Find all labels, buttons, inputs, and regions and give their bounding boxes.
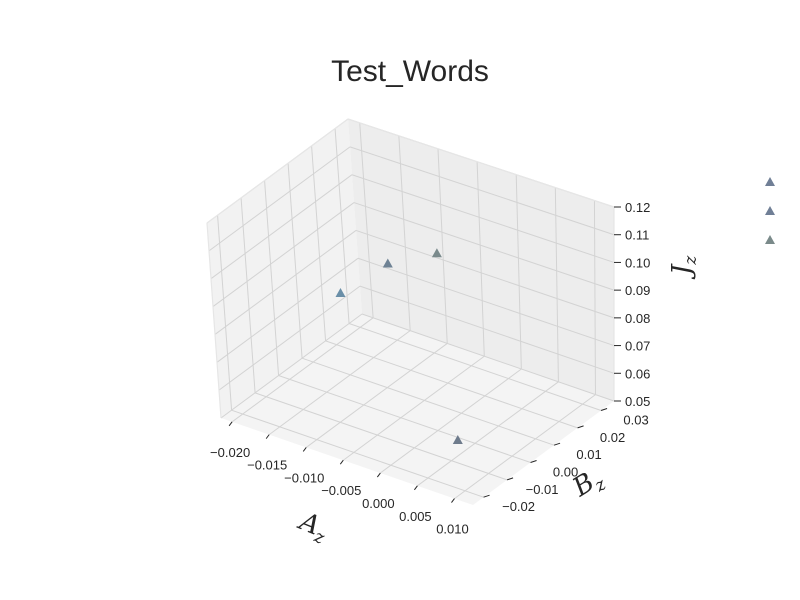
x-tick-mark xyxy=(228,421,233,427)
y-tick-label: −0.01 xyxy=(526,482,559,497)
grid-line xyxy=(359,122,374,318)
y-tick-label: 0.01 xyxy=(576,447,601,462)
x-tick-mark xyxy=(339,459,344,465)
x-tick-mark xyxy=(265,434,270,439)
z-tick-label: 0.05 xyxy=(625,394,650,409)
grid-line xyxy=(361,313,615,402)
y-tick-label: −0.02 xyxy=(502,499,535,514)
legend-marker xyxy=(765,235,775,244)
x-tick-mark xyxy=(414,485,418,491)
y-tick-mark xyxy=(506,477,514,481)
y-tick-mark xyxy=(483,494,490,498)
y-tick-mark xyxy=(553,442,561,446)
grid-line xyxy=(305,343,448,448)
grid-line xyxy=(240,197,256,393)
grid-line xyxy=(515,174,522,370)
grid-line xyxy=(220,313,363,419)
x-tick-mark xyxy=(376,472,381,478)
pane-edge xyxy=(347,118,615,208)
grid-line xyxy=(355,229,615,319)
x-tick-label: −0.015 xyxy=(247,458,287,473)
grid-line xyxy=(357,257,615,347)
legend-marker xyxy=(765,206,775,215)
grid-line xyxy=(593,200,596,395)
grid-line xyxy=(325,340,578,429)
data-point xyxy=(452,435,463,444)
grid-line xyxy=(264,180,280,376)
grid-line xyxy=(216,257,359,363)
grid-line xyxy=(217,215,233,411)
x-tick-label: 0.005 xyxy=(399,509,432,524)
grid-line xyxy=(231,317,374,423)
x-axis-label: Az xyxy=(292,506,333,549)
grid-line xyxy=(210,174,353,280)
x-tick-label: −0.005 xyxy=(321,483,361,498)
grid-line xyxy=(287,163,303,359)
y-tick-mark xyxy=(600,408,608,412)
grid-line xyxy=(278,375,531,464)
grid-line xyxy=(554,187,559,382)
grid-line xyxy=(342,355,485,461)
data-points xyxy=(335,248,463,444)
y-tick-mark xyxy=(577,425,584,429)
z-tick-label: 0.10 xyxy=(625,255,650,270)
x-tick-mark xyxy=(302,447,307,452)
grid-line xyxy=(311,145,327,341)
x-tick-label: 0.000 xyxy=(362,496,395,511)
x-tick-mark xyxy=(451,498,455,503)
grid-line xyxy=(301,357,555,446)
grid-line xyxy=(254,392,508,481)
grid-line xyxy=(214,230,357,335)
pane-edge xyxy=(206,222,222,419)
left-pane xyxy=(207,119,362,418)
grid-line xyxy=(349,146,615,236)
data-point xyxy=(431,248,442,258)
chart-title: Test_Words xyxy=(331,55,489,88)
grid-line xyxy=(476,161,485,357)
z-tick-label: 0.06 xyxy=(625,366,650,381)
grid-line xyxy=(359,285,615,374)
grid-line xyxy=(334,128,350,324)
grid-line xyxy=(208,146,351,252)
grid-line xyxy=(268,330,411,436)
grid-line xyxy=(380,368,522,474)
grid-line xyxy=(212,202,355,307)
grid-line xyxy=(231,409,484,498)
z-tick-label: 0.12 xyxy=(625,200,650,215)
y-tick-label: 0.03 xyxy=(623,413,648,428)
plot-grid xyxy=(206,118,615,500)
z-axis-label: Jz xyxy=(667,255,701,280)
grid-line xyxy=(454,394,596,500)
y-tick-label: 0.00 xyxy=(553,465,578,480)
x-tick-label: −0.020 xyxy=(210,445,250,460)
pane-edge xyxy=(206,118,349,224)
x-tick-label: 0.010 xyxy=(436,522,469,537)
grid-line xyxy=(398,135,411,331)
grid-line xyxy=(351,174,615,263)
data-point xyxy=(382,258,393,268)
grid-line xyxy=(348,323,602,412)
z-tick-label: 0.07 xyxy=(625,339,650,354)
legend xyxy=(765,177,775,244)
data-point xyxy=(335,288,346,297)
grid-line xyxy=(417,381,559,487)
z-tick-label: 0.11 xyxy=(625,228,649,243)
z-tick-label: 0.09 xyxy=(625,283,650,298)
z-tick-label: 0.08 xyxy=(625,311,650,326)
grid-line xyxy=(437,148,448,344)
x-tick-label: −0.010 xyxy=(284,470,324,485)
grid-line xyxy=(353,202,615,291)
grid-line xyxy=(218,285,361,391)
y-tick-label: 0.02 xyxy=(600,430,625,445)
y-tick-mark xyxy=(530,460,537,464)
plot-panes xyxy=(207,119,614,505)
legend-marker xyxy=(765,177,775,186)
